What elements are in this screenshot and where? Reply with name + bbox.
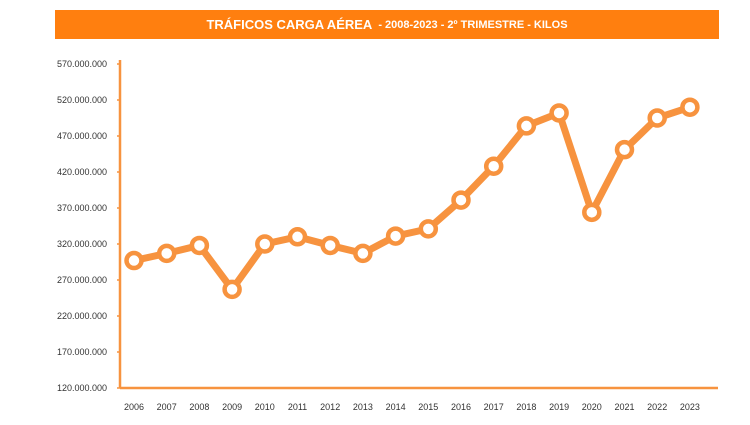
x-tick-label: 2017 — [484, 402, 504, 412]
data-point — [418, 219, 439, 239]
chart-subtitle: - 2008-2023 - 2º TRIMESTRE - KILOS — [378, 18, 568, 31]
series-line — [130, 103, 694, 293]
x-tick-label: 2014 — [386, 402, 406, 412]
x-tick-label: 2016 — [451, 402, 471, 412]
x-tick-label: 2008 — [189, 402, 209, 412]
y-tick-label: 570.000.000 — [57, 59, 107, 69]
y-tick-label: 270.000.000 — [57, 275, 107, 285]
data-point — [451, 190, 471, 210]
data-point — [189, 235, 210, 256]
y-tick-label: 520.000.000 — [57, 95, 107, 105]
data-point — [647, 108, 667, 128]
y-tick-label: 470.000.000 — [57, 131, 107, 141]
data-point — [222, 279, 242, 300]
data-point — [483, 156, 504, 176]
x-tick-label: 2011 — [288, 402, 307, 412]
x-tick-label: 2009 — [222, 402, 242, 412]
data-point — [320, 235, 340, 256]
y-tick-label: 120.000.000 — [57, 383, 107, 393]
x-tick-label: 2021 — [614, 402, 634, 412]
x-tick-label: 2007 — [157, 402, 177, 412]
data-point — [614, 139, 635, 160]
data-point — [680, 97, 700, 117]
x-tick-label: 2015 — [418, 402, 438, 412]
data-point — [353, 243, 373, 264]
x-tick-label: 2019 — [549, 402, 569, 412]
x-tick-label: 2020 — [582, 402, 602, 412]
data-point — [385, 226, 406, 246]
data-point — [516, 116, 537, 136]
data-point — [549, 103, 569, 123]
y-tick-label: 420.000.000 — [57, 167, 107, 177]
y-tick-label: 220.000.000 — [57, 311, 107, 321]
x-tick-label: 2022 — [647, 402, 667, 412]
x-tick-label: 2018 — [516, 402, 536, 412]
x-tick-label: 2013 — [353, 402, 373, 412]
x-tick-label: 2012 — [320, 402, 340, 412]
data-point — [582, 202, 602, 223]
data-point — [124, 250, 144, 271]
data-point — [255, 234, 275, 254]
y-tick-label: 170.000.000 — [57, 347, 107, 357]
y-tick-label: 370.000.000 — [57, 203, 107, 213]
data-point — [156, 243, 177, 264]
x-tick-label: 2006 — [124, 402, 144, 412]
chart-title-bar: TRÁFICOS CARGA AÉREA - 2008-2023 - 2º TR… — [55, 10, 719, 39]
chart-title: TRÁFICOS CARGA AÉREA — [206, 17, 373, 32]
x-tick-label: 2023 — [680, 402, 700, 412]
x-tick-label: 2010 — [255, 402, 275, 412]
y-tick-label: 320.000.000 — [57, 239, 107, 249]
data-point — [287, 227, 308, 247]
